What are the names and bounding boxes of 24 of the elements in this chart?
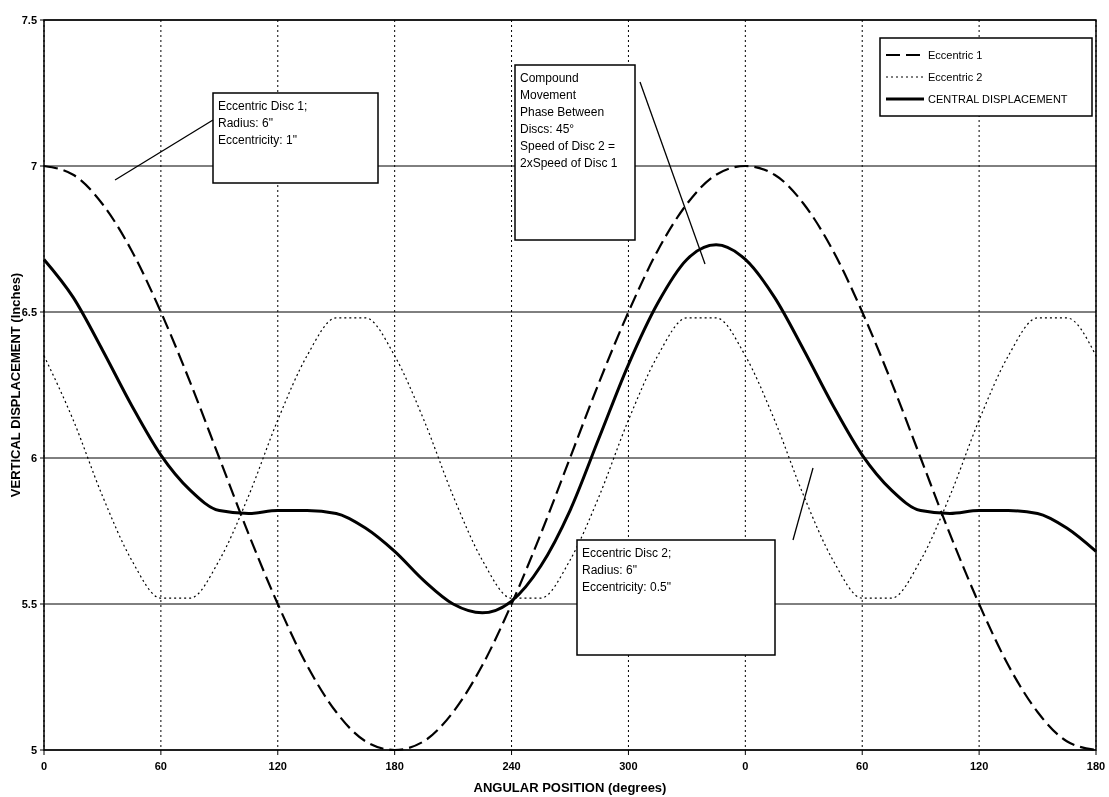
x-tick-label: 180 [1086, 760, 1106, 772]
annotation: Eccentric Disc 1; Radius: 6" Eccentricity: 1" [218, 99, 308, 147]
y-tick-label: 7.5 [21, 14, 37, 26]
x-tick-label: 240 [502, 760, 521, 772]
x-tick-label: 0 [742, 760, 749, 772]
annotation: Compound Movement Phase Between Discs: 45° Speed of Disc 2 = 2xSpeed of Disc 1 [520, 71, 618, 170]
y-tick-label: 6 [30, 452, 37, 464]
x-axis-title: ANGULAR POSITION (degrees) [473, 780, 667, 795]
x-tick-label: 180 [385, 760, 404, 772]
x-tick-label: 60 [856, 760, 869, 772]
x-tick-label: 60 [154, 760, 168, 772]
y-tick-label: 5 [30, 744, 37, 756]
y-tick-label: 7 [30, 160, 37, 172]
y-axis-title: VERTICAL DISPLACEMENT (Inches) [8, 272, 23, 498]
legend-label: Eccentric 1 [928, 49, 983, 61]
y-tick-label: 5.5 [21, 598, 37, 610]
y-tick-label: 6.5 [21, 306, 37, 318]
legend-label: CENTRAL DISPLACEMENT [928, 93, 1068, 105]
x-tick-label: 120 [969, 760, 989, 772]
annotation: Eccentric Disc 2; Radius: 6" Eccentricity: 0.5" [582, 546, 672, 594]
x-tick-label: 300 [619, 760, 638, 772]
x-tick-label: 120 [268, 760, 287, 772]
x-tick-label: 0 [40, 760, 48, 772]
legend-label: Eccentric 2 [928, 71, 983, 83]
